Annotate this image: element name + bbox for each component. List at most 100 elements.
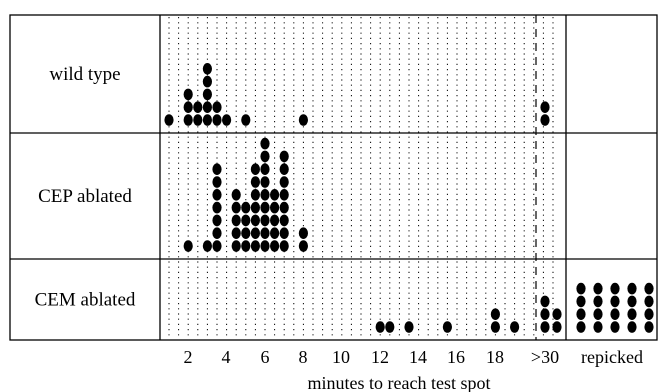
dot [241,114,251,126]
dot [222,114,232,126]
dot [241,240,251,252]
dot [202,101,212,113]
dot [212,114,222,126]
dot [610,295,620,308]
dot [260,137,270,150]
dot [627,295,637,308]
dot [212,189,222,201]
x-axis-label: minutes to reach test spot [308,373,491,392]
dot [644,321,654,333]
dot [279,227,289,239]
dot [250,189,260,201]
dot [270,201,280,214]
dot [540,295,550,308]
dot [576,321,586,333]
dot [231,189,241,201]
outer-border [9,14,658,341]
dot [260,150,270,163]
dot [193,114,203,126]
dot [260,163,270,175]
x-tick-label: >30 [531,347,559,367]
dot [241,201,251,214]
data-dots [164,63,654,333]
dot [279,201,289,214]
dot [270,189,280,201]
x-tick-label: 6 [261,347,270,367]
dot [490,308,500,321]
dot [250,227,260,239]
x-tick-label: 10 [332,347,350,367]
dot [576,308,586,321]
x-tick-labels: 2 4 6 8 10 12 14 16 18 >30 repicked [184,347,643,367]
dot [627,321,637,333]
dot [298,240,308,252]
dot [270,227,280,239]
dot [552,308,562,321]
dot [279,214,289,227]
x-tick-label: 12 [371,347,389,367]
dot [250,240,260,252]
dot [212,101,222,113]
dot [490,321,500,333]
dot [540,308,550,321]
x-tick-label: 4 [222,347,231,367]
dot [593,321,603,333]
dot [279,163,289,175]
dot [593,295,603,308]
dot [212,176,222,188]
dot [231,240,241,252]
dot [610,321,620,333]
dot [183,240,193,252]
dotted-grid [168,15,554,340]
dot [231,214,241,227]
dot [202,114,212,126]
dot [260,201,270,214]
dot [250,176,260,188]
dot [540,321,550,333]
row-label: CEP ablated [38,186,132,207]
dot [260,227,270,239]
x-tick-label: repicked [581,347,643,367]
dot [202,75,212,88]
dot [576,282,586,295]
dot [298,227,308,239]
dot [183,101,193,113]
dot [540,114,550,126]
dot [241,227,251,239]
dot [644,295,654,308]
dot [250,214,260,227]
dot [298,114,308,126]
dot [627,308,637,321]
x-tick-label: 2 [184,347,193,367]
row-label: wild type [49,64,120,85]
dot [212,227,222,239]
dot [202,88,212,101]
dot [241,214,251,227]
dot [610,308,620,321]
dot [250,163,260,175]
dot [270,214,280,227]
dot [212,240,222,252]
dot [404,321,414,333]
chart-frame [9,14,658,341]
dot [385,321,395,333]
dot [593,282,603,295]
dot [183,88,193,101]
dot [552,321,562,333]
dot [540,101,550,113]
dot [279,189,289,201]
row-label: CEM ablated [35,290,136,311]
dot [442,321,452,333]
dot [260,214,270,227]
x-tick-label: 14 [409,347,427,367]
dot [260,176,270,188]
dot [576,295,586,308]
dot [164,114,174,126]
dot [212,214,222,227]
dot [279,150,289,163]
dot [279,240,289,252]
dot [593,308,603,321]
dot [250,201,260,214]
dot [610,282,620,295]
